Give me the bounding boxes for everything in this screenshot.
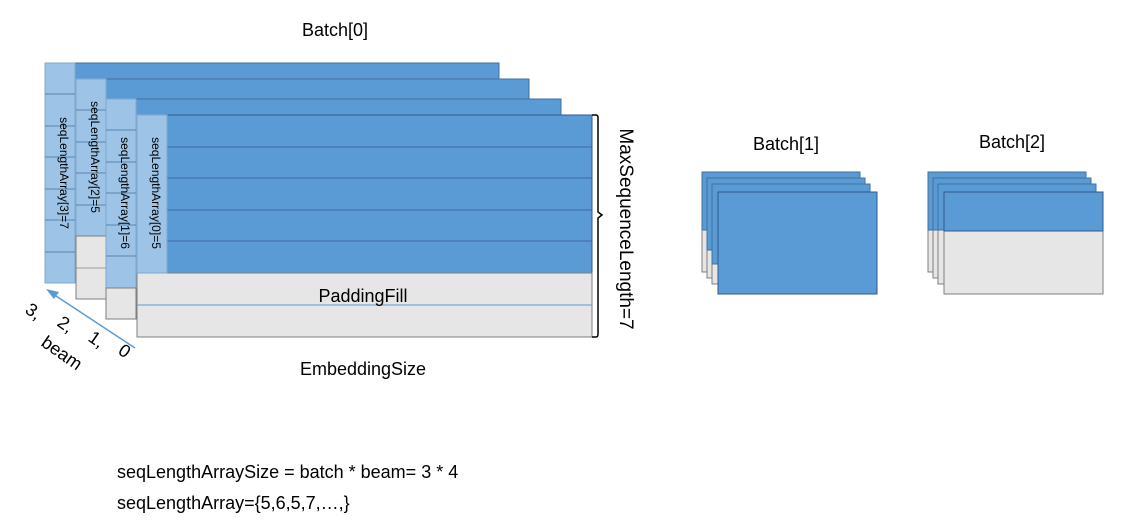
sequence-region: [136, 114, 593, 274]
embedding-size-label: EmbeddingSize: [300, 359, 426, 379]
seq-length-tab-1: [105, 98, 137, 289]
beam-arrowhead: [46, 289, 59, 299]
max-sequence-length-brace: [592, 114, 604, 338]
seq-length-tab-2: [75, 78, 107, 237]
seq-length-label-0: seqLengthArray[0]=5: [149, 137, 163, 249]
beam-layer-0: [136, 114, 593, 338]
batch-1-stack: [701, 171, 878, 295]
seq-length-tab-3: [44, 62, 76, 284]
beam-arrow: [52, 293, 136, 349]
batch-2-stack: [927, 171, 1104, 295]
batch-0-stack: seqLengthArray[3]=7 seqLengthArray[2]=5 …: [44, 62, 593, 338]
array-size-formula: seqLengthArraySize = batch * beam= 3 * 4: [117, 462, 459, 482]
beam-index-1: 1,: [85, 327, 109, 352]
beam-index-3: 3,: [22, 299, 46, 324]
seq-length-label-1: seqLengthArray[1]=6: [118, 137, 132, 249]
beam-label: beam: [38, 332, 86, 374]
padding-fill-label: PaddingFill: [318, 286, 407, 306]
seq-length-label-3: seqLengthArray[3]=7: [57, 117, 71, 229]
array-values-formula: seqLengthArray={5,6,5,7,…,}: [117, 493, 350, 513]
seq-length-label-2: seqLengthArray[2]=5: [88, 101, 102, 213]
beam-index-0: 0: [115, 340, 135, 362]
beam-index-2: 2,: [54, 312, 78, 337]
seq-length-tab-0: [136, 114, 168, 274]
batch-0-title: Batch[0]: [302, 20, 368, 40]
batch-1-title: Batch[1]: [753, 134, 819, 154]
max-sequence-length-label: MaxSequenceLength=7: [615, 128, 636, 329]
batch-2-title: Batch[2]: [979, 132, 1045, 152]
